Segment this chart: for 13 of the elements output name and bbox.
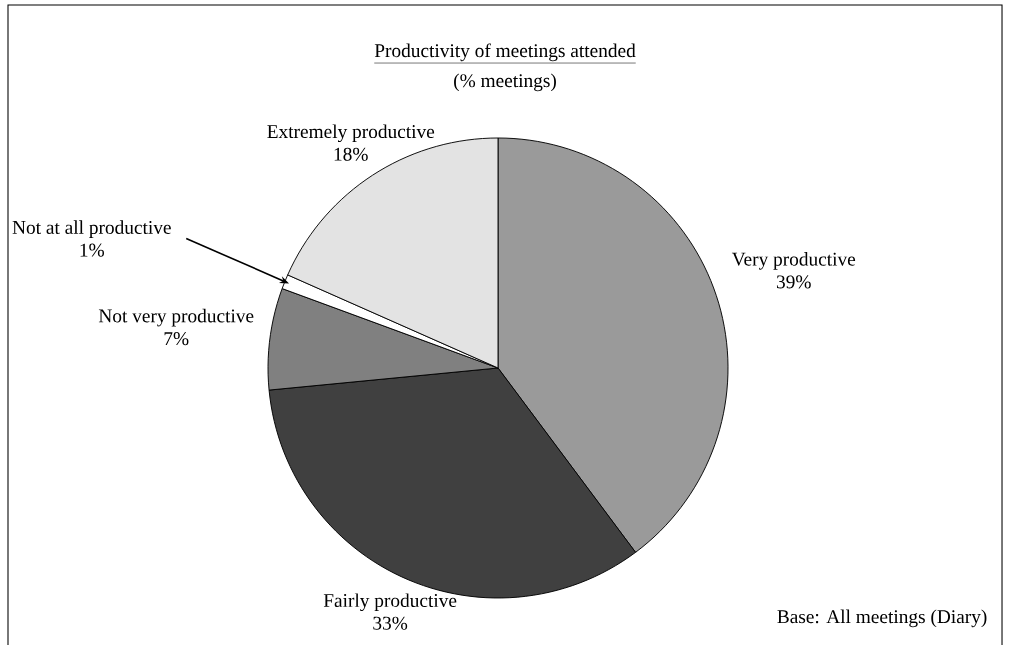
slice-label: Not at all productive [12,220,171,239]
data-label: 33% [373,616,408,630]
chart-title: Productivity of meetings attended [374,43,636,62]
data-label: 18% [334,147,368,162]
slice-label: Extremely productive [267,124,435,143]
slice-label: Not very productive [98,309,254,327]
text: Base: All meetings (Diary) [777,609,987,628]
data-label: 1% [80,243,105,257]
slice-label: Very productive [731,252,856,270]
chart-subtitle: (% meetings) [454,73,556,92]
data-label: 39% [776,275,811,289]
data-label: 7% [164,332,189,346]
slice-label: Fairly productive [323,593,457,612]
